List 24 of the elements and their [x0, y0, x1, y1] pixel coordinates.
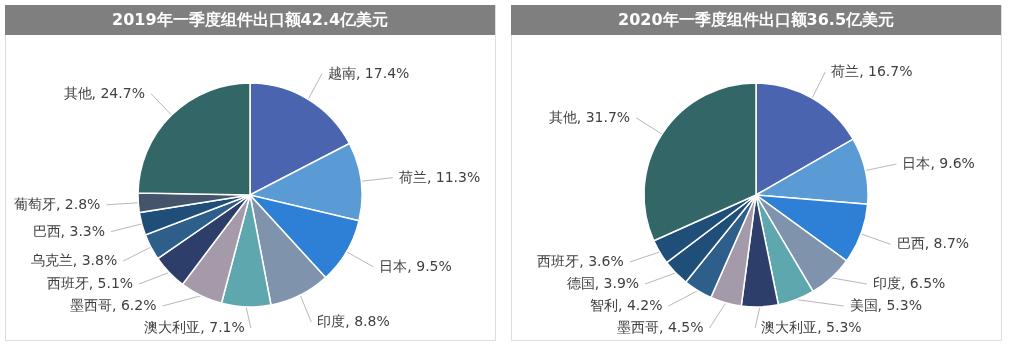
- chart-title: 2019年一季度组件出口额42.4亿美元: [111, 10, 389, 29]
- slice-label: 日本, 9.5%: [379, 257, 452, 274]
- slice-label: 乌克兰, 3.8%: [30, 252, 118, 269]
- slice-label: 印度, 8.8%: [317, 312, 390, 329]
- slice-label: 荷兰, 16.7%: [831, 63, 913, 80]
- slice-label: 其他, 31.7%: [548, 108, 631, 125]
- slice-label: 美国, 5.3%: [849, 297, 923, 313]
- chart-title: 2020年一季度组件出口额36.5亿美元: [617, 10, 895, 29]
- slice-label: 澳大利亚, 5.3%: [761, 319, 862, 335]
- slice-label: 日本, 9.6%: [902, 155, 975, 172]
- slice-label: 印度, 6.5%: [872, 275, 946, 291]
- slice-label: 澳大利亚, 7.1%: [144, 319, 245, 335]
- slice-label: 越南, 17.4%: [327, 64, 410, 81]
- slice-label: 西班牙, 5.1%: [46, 275, 134, 291]
- slice-label: 德国, 3.9%: [566, 275, 640, 291]
- slice-label: 西班牙, 3.6%: [537, 253, 624, 269]
- slice-label: 荷兰, 11.3%: [398, 168, 481, 185]
- slice-label: 墨西哥, 4.5%: [616, 319, 704, 335]
- slice-label: 墨西哥, 6.2%: [69, 297, 157, 313]
- slice-label: 智利, 4.2%: [589, 297, 663, 313]
- slice-label: 葡萄牙, 2.8%: [13, 195, 101, 212]
- slice-label: 巴西, 3.3%: [32, 222, 106, 239]
- slice-label: 其他, 24.7%: [63, 84, 145, 101]
- slice-label: 巴西, 8.7%: [896, 235, 970, 252]
